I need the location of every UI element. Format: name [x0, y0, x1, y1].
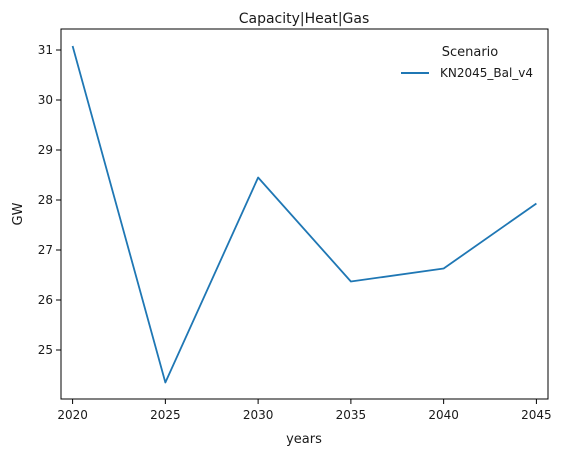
- y-tick-label: 26: [38, 293, 53, 307]
- y-tick-label: 29: [38, 143, 53, 157]
- x-axis-title: years: [286, 432, 322, 447]
- y-tick-label: 30: [38, 93, 53, 107]
- plot-area-frame: [60, 28, 549, 400]
- y-tick-label: 28: [38, 193, 53, 207]
- legend-label: KN2045_Bal_v4: [440, 66, 533, 80]
- legend: Scenario KN2045_Bal_v4: [401, 45, 533, 80]
- x-tick-label: 2020: [57, 408, 88, 422]
- x-tick-label: 2040: [428, 408, 459, 422]
- y-axis: 25 26 27 28 29 30 31: [38, 43, 61, 357]
- legend-title: Scenario: [442, 45, 499, 60]
- x-tick-label: 2045: [521, 408, 552, 422]
- y-axis-title: GW: [11, 202, 26, 225]
- x-tick-label: 2030: [243, 408, 274, 422]
- series-layer: [71, 45, 537, 384]
- y-tick-label: 27: [38, 243, 53, 257]
- y-tick-label: 25: [38, 343, 53, 357]
- x-axis: 2020 2025 2030 2035 2040 2045: [57, 399, 552, 422]
- x-tick-label: 2035: [336, 408, 367, 422]
- x-tick-label: 2025: [150, 408, 181, 422]
- series-line-0: [71, 45, 537, 384]
- y-tick-label: 31: [38, 43, 53, 57]
- chart-title: Capacity|Heat|Gas: [239, 11, 370, 27]
